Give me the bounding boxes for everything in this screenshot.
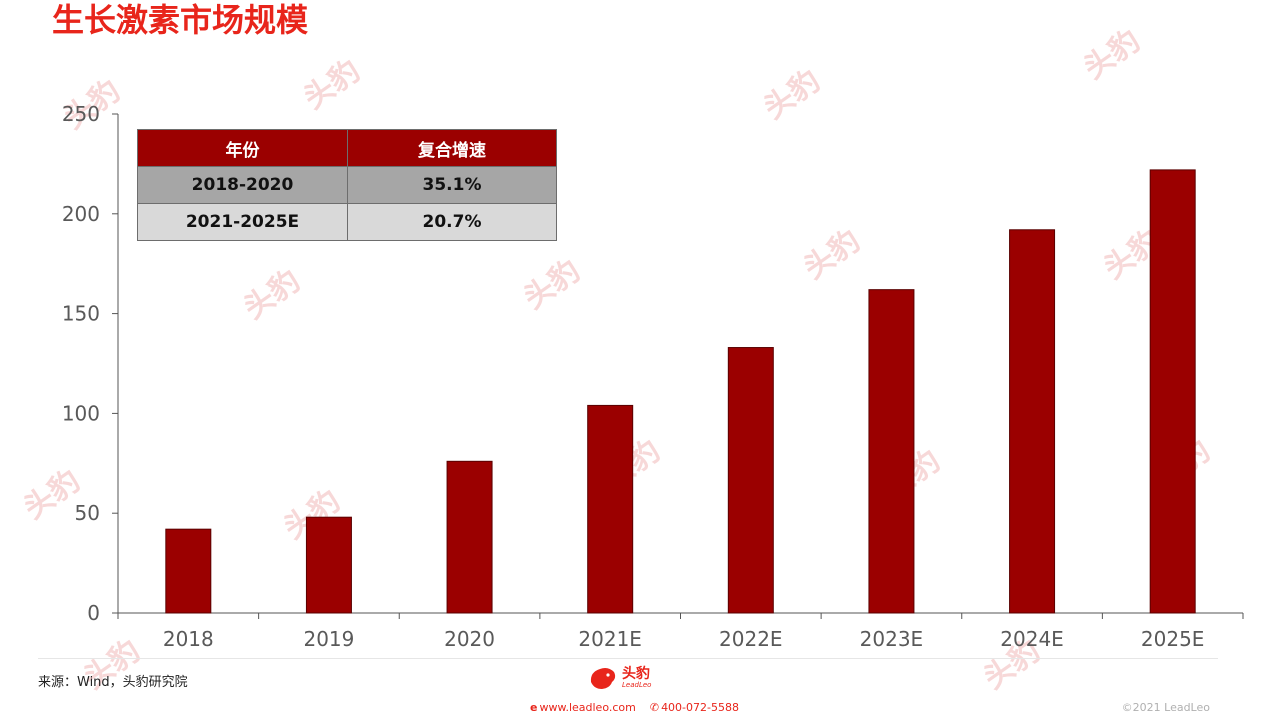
bar-chart: 0 50 100 150 200 250 2018 2019 2020 2021E 2022E 202… bbox=[62, 102, 1244, 651]
website-text: www.leadleo.com bbox=[539, 701, 636, 714]
y-tick-label: 50 bbox=[75, 501, 100, 525]
cagr-table: 年份 复合增速 2018-2020 35.1% 2021-2025E 20.7% bbox=[137, 129, 557, 241]
cagr-value: 20.7% bbox=[347, 203, 557, 241]
page-title: 生长激素市场规模 bbox=[52, 1, 309, 39]
phone-icon: ✆ bbox=[649, 701, 660, 714]
leopard-icon bbox=[590, 668, 616, 689]
phone-info: ✆ 400-072-5588 bbox=[650, 701, 739, 714]
copyright: ©2021 LeadLeo bbox=[1121, 701, 1210, 714]
bar bbox=[727, 347, 774, 614]
bar bbox=[165, 528, 212, 614]
x-tick-label: 2022E bbox=[719, 627, 783, 651]
cagr-period: 2018-2020 bbox=[137, 166, 348, 204]
source-note: 来源：Wind，头豹研究院 bbox=[38, 675, 188, 690]
x-tick-label: 2019 bbox=[303, 627, 354, 651]
x-tick-label: 2024E bbox=[1000, 627, 1064, 651]
y-tick-label: 250 bbox=[62, 102, 100, 126]
x-tick-label: 2021E bbox=[578, 627, 642, 651]
x-tick-label: 2025E bbox=[1141, 627, 1205, 651]
cagr-header-rate: 复合增速 bbox=[347, 129, 557, 167]
y-tick-label: 150 bbox=[62, 302, 100, 326]
web-icon: e bbox=[530, 701, 538, 714]
footer-divider bbox=[38, 658, 1218, 659]
website-link[interactable]: e www.leadleo.com bbox=[530, 701, 636, 714]
bar bbox=[868, 289, 915, 614]
brand-name: 头豹 bbox=[622, 666, 650, 682]
x-tick-label: 2018 bbox=[163, 627, 214, 651]
x-tick-label: 2023E bbox=[860, 627, 924, 651]
bar bbox=[587, 404, 634, 614]
brand-logo: 头豹 LeadLeo bbox=[588, 664, 651, 692]
bar bbox=[1149, 169, 1196, 614]
cagr-value: 35.1% bbox=[347, 166, 557, 204]
cagr-period: 2021-2025E bbox=[137, 203, 348, 241]
contact-info: e www.leadleo.com ✆ 400-072-5588 bbox=[530, 701, 739, 714]
brand-sub: LeadLeo bbox=[622, 681, 652, 689]
y-tick-label: 200 bbox=[62, 202, 100, 226]
y-tick-label: 100 bbox=[62, 401, 100, 425]
cagr-header-year: 年份 bbox=[137, 129, 348, 167]
cagr-row: 2018-2020 35.1% bbox=[137, 166, 557, 204]
bar bbox=[446, 460, 493, 614]
phone-text: 400-072-5588 bbox=[661, 701, 739, 714]
bar bbox=[305, 516, 352, 614]
x-tick-label: 2020 bbox=[444, 627, 495, 651]
y-tick-label: 0 bbox=[87, 601, 100, 625]
cagr-row: 2021-2025E 20.7% bbox=[137, 203, 557, 241]
bar bbox=[1009, 229, 1056, 614]
